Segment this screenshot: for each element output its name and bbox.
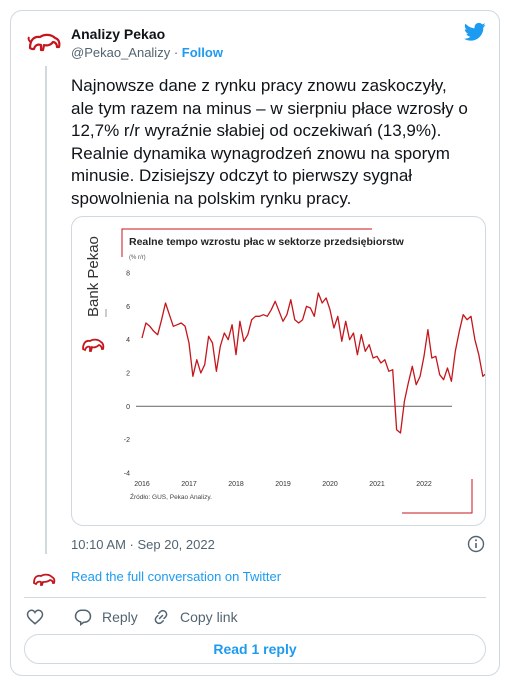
reply-button[interactable]: Reply: [74, 607, 138, 627]
info-icon[interactable]: [467, 535, 485, 553]
copy-link-label: Copy link: [180, 609, 238, 625]
series-line: [141, 292, 485, 434]
read-reply-button[interactable]: Read 1 reply: [24, 634, 486, 664]
frame-bottom-right: [402, 479, 473, 514]
y-axis-ticks: 8 6 4 2 0 -2 -4: [124, 271, 130, 478]
chart-title: Realne tempo wzrostu płac w sektorze prz…: [129, 236, 405, 248]
x-axis-ticks: 2016 2017 2018 2019 2020 2021 2022: [134, 481, 432, 488]
y-tick-label: 8: [126, 271, 130, 278]
x-tick-label: 2021: [369, 481, 385, 488]
bison-logo-icon[interactable]: [24, 20, 64, 60]
tweet-line: minusie. Dzisiejszy odczyt to pierwszy s…: [71, 166, 413, 185]
follow-button[interactable]: Follow: [181, 45, 223, 60]
x-tick-label: 2022: [416, 481, 432, 488]
y-tick-label: 6: [126, 304, 130, 311]
tweet-line: Najnowsze dane z rynku pracy znowu zasko…: [71, 76, 447, 95]
x-tick-label: 2020: [322, 481, 338, 488]
y-tick-label: 0: [126, 404, 130, 411]
heart-icon: [26, 609, 44, 625]
y-tick-label: 4: [126, 337, 130, 344]
divider: [24, 597, 486, 598]
tweet-media-image[interactable]: Bank Pekao Realne tempo wzrostu płac w s…: [71, 216, 486, 526]
wage-growth-chart: Bank Pekao Realne tempo wzrostu płac w s…: [82, 228, 485, 514]
like-button[interactable]: [26, 607, 54, 627]
thread-line: [45, 66, 47, 554]
link-icon: [154, 609, 168, 625]
reply-icon: [74, 609, 92, 626]
read-full-conversation-link[interactable]: Read the full conversation on Twitter: [71, 569, 282, 584]
y-tick-label: -4: [124, 471, 130, 478]
x-tick-label: 2016: [134, 481, 150, 488]
chart-subtitle: (% r/r): [129, 255, 146, 261]
author-handle-row: @Pekao_Analizy · Follow: [71, 45, 223, 60]
x-tick-label: 2019: [275, 481, 291, 488]
tweet-line: 12,7% r/r wyraźnie słabiej od oczekiwań …: [71, 121, 442, 140]
chart-source: Źródło: GUS, Pekao Analizy.: [130, 492, 212, 501]
author-name[interactable]: Analizy Pekao: [71, 26, 166, 42]
copy-link-button[interactable]: Copy link: [152, 607, 238, 627]
y-tick-label: -2: [124, 437, 130, 444]
tweet-text: Najnowsze dane z rynku pracy znowu zasko…: [71, 75, 496, 210]
x-tick-label: 2018: [228, 481, 244, 488]
twitter-bird-icon[interactable]: [464, 22, 486, 42]
tweet-line: spowolnienia na polskim rynku pracy.: [71, 188, 352, 208]
y-tick-label: 2: [126, 371, 130, 378]
reply-label: Reply: [102, 609, 138, 625]
bison-logo-icon[interactable]: [31, 567, 57, 587]
frame-top-left: [121, 228, 372, 257]
author-handle[interactable]: @Pekao_Analizy: [71, 45, 171, 60]
bank-pekao-logo-text: Bank Pekao: [85, 236, 102, 317]
tweet-line: ale tym razem na minus – w sierpniu płac…: [71, 98, 468, 118]
tweet-timestamp[interactable]: 10:10 AM · Sep 20, 2022: [71, 537, 215, 552]
x-tick-label: 2017: [181, 481, 197, 488]
bison-logo-small-icon: [82, 338, 105, 352]
tweet-line: Realnie dynamika wynagrodzeń znowu na sp…: [71, 143, 450, 163]
separator-dot: ·: [173, 45, 179, 60]
